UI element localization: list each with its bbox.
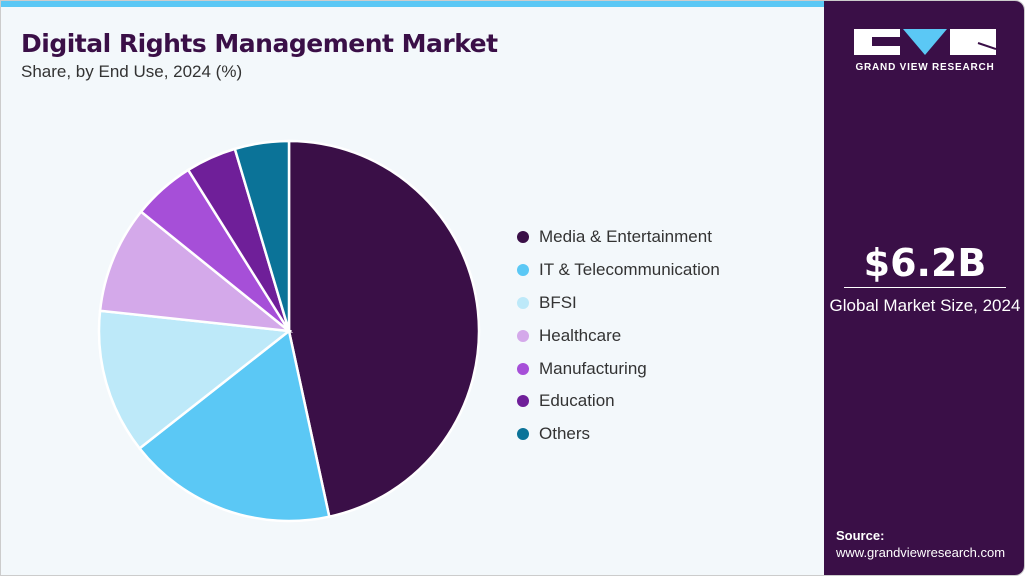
pie-slice-it-telecommunication: [137, 328, 331, 523]
legend-item: Manufacturing: [517, 352, 720, 385]
pie-chart: [97, 139, 481, 523]
source-label: Source:: [836, 528, 885, 543]
legend-label: Others: [539, 424, 591, 444]
brand-name: GRAND VIEW RESEARCH: [855, 62, 995, 73]
legend-item: BFSI: [517, 287, 720, 320]
legend-item: Healthcare: [517, 319, 720, 352]
legend-item: Others: [517, 418, 720, 451]
source-link[interactable]: www.grandviewresearch.com: [836, 545, 1006, 560]
info-panel: GRAND VIEW RESEARCH $6.2B Global Market …: [824, 1, 1024, 575]
legend-swatch: [517, 428, 529, 441]
pie-slice-bfsi: [97, 309, 293, 451]
legend-swatch: [517, 362, 529, 375]
legend-label: Education: [539, 391, 615, 411]
legend-label: BFSI: [539, 292, 577, 312]
legend-swatch: [517, 395, 529, 408]
legend-swatch: [517, 264, 529, 277]
source: Source: www.grandviewresearch.com: [836, 527, 1005, 561]
pie-slice-others: [233, 139, 291, 332]
legend-swatch: [517, 231, 529, 244]
market-size-value: $6.2B: [863, 241, 987, 285]
market-size-label: Global Market Size, 2024: [829, 296, 1021, 315]
legend: Media & Entertainment IT & Telecommunicat…: [517, 221, 720, 451]
chart-subtitle: Share, by End Use, 2024 (%): [21, 62, 243, 81]
legend-item: Education: [517, 385, 720, 418]
chart-title: Digital Rights Management Market: [21, 29, 498, 58]
legend-label: Healthcare: [539, 325, 622, 345]
legend-label: IT & Telecommunication: [539, 260, 720, 280]
legend-label: Manufacturing: [539, 358, 647, 378]
divider: [844, 287, 1006, 288]
legend-swatch: [517, 296, 529, 309]
legend-item: Media & Entertainment: [517, 221, 720, 254]
pie-slice-healthcare: [98, 209, 294, 333]
legend-swatch: [517, 329, 529, 342]
accent-bar: [1, 1, 824, 7]
legend-item: IT & Telecommunication: [517, 254, 720, 287]
pie-slice-media-entertainment: [287, 139, 481, 519]
grand-view-research-logo: [854, 29, 996, 55]
legend-label: Media & Entertainment: [539, 227, 712, 247]
